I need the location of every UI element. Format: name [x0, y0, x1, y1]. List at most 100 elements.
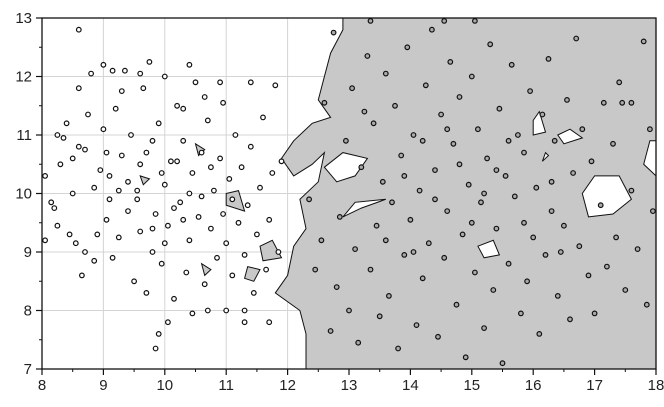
- point-s0-28: [109, 254, 116, 261]
- point-s0-55: [183, 269, 190, 276]
- point-s0-14: [75, 85, 82, 92]
- point-s1-103: [628, 99, 635, 106]
- point-s1-75: [551, 137, 558, 144]
- point-s1-79: [567, 316, 573, 323]
- point-s1-34: [425, 240, 432, 247]
- point-s1-64: [518, 310, 524, 317]
- point-s0-89: [217, 79, 224, 86]
- point-s1-106: [432, 196, 438, 203]
- point-s1-25: [398, 152, 405, 159]
- point-s0-51: [171, 295, 177, 302]
- point-s1-96: [640, 38, 647, 45]
- point-s1-101: [472, 18, 478, 24]
- point-s0-86: [272, 82, 279, 89]
- point-s0-17: [82, 146, 88, 153]
- point-s0-30: [115, 234, 122, 241]
- point-s0-115: [115, 187, 122, 194]
- point-s0-15: [78, 272, 85, 279]
- point-s0-25: [103, 216, 110, 223]
- point-s0-104: [201, 94, 208, 100]
- point-s0-87: [247, 79, 254, 86]
- x-tick-label-8: 16: [525, 377, 542, 394]
- point-s0-69: [226, 175, 233, 182]
- point-s0-97: [266, 319, 273, 326]
- point-s0-103: [180, 105, 187, 112]
- point-s1-22: [389, 199, 395, 206]
- point-s1-0: [306, 196, 313, 203]
- point-s0-9: [66, 231, 73, 238]
- point-s0-61: [201, 281, 208, 288]
- point-s1-114: [382, 237, 389, 244]
- point-s1-97: [643, 301, 650, 308]
- data-points: [42, 18, 656, 367]
- point-s1-8: [343, 137, 349, 144]
- point-s1-18: [376, 313, 383, 320]
- point-s1-44: [456, 94, 463, 100]
- point-s0-71: [232, 132, 239, 138]
- point-s0-6: [57, 161, 64, 168]
- point-s1-84: [585, 272, 592, 279]
- point-s0-80: [260, 114, 266, 121]
- y-tick-label-5: 12: [15, 69, 32, 86]
- point-s0-108: [161, 240, 168, 247]
- point-s0-62: [204, 117, 211, 124]
- point-s1-40: [444, 208, 451, 215]
- point-s0-56: [186, 237, 193, 244]
- region-island-2: [581, 175, 633, 218]
- point-s1-14: [364, 53, 371, 59]
- point-s1-74: [548, 208, 555, 215]
- point-s1-10: [349, 85, 356, 92]
- point-s0-44: [152, 211, 159, 217]
- point-s1-70: [536, 331, 543, 337]
- point-s1-61: [508, 61, 515, 68]
- x-tick-label-0: 8: [38, 377, 46, 394]
- point-s1-69: [533, 184, 540, 191]
- point-s0-49: [164, 222, 171, 229]
- y-tick-label-1: 8: [24, 303, 32, 320]
- point-s1-119: [521, 219, 527, 226]
- point-s1-83: [579, 126, 586, 133]
- point-s1-58: [499, 360, 506, 367]
- point-s1-5: [330, 29, 337, 36]
- region-island-1: [342, 198, 386, 218]
- point-s0-109: [171, 205, 177, 212]
- x-tick-label-5: 13: [341, 377, 358, 394]
- point-s0-18: [85, 111, 91, 118]
- point-s0-117: [91, 184, 98, 191]
- point-s1-71: [539, 111, 546, 118]
- point-s0-34: [128, 132, 134, 138]
- point-s0-5: [54, 132, 61, 138]
- y-tick-label-6: 13: [15, 10, 32, 27]
- point-s1-85: [588, 158, 595, 165]
- point-s0-53: [177, 199, 184, 206]
- point-s0-121: [149, 225, 156, 232]
- point-s1-50: [475, 126, 481, 133]
- point-s1-39: [441, 254, 448, 261]
- point-s0-3: [51, 205, 58, 212]
- point-s0-38: [137, 161, 144, 168]
- point-s0-58: [192, 79, 199, 86]
- point-s0-73: [238, 164, 245, 171]
- point-s1-54: [487, 41, 494, 48]
- point-s0-33: [125, 208, 131, 215]
- point-s0-10: [69, 190, 76, 197]
- point-s0-45: [155, 120, 162, 127]
- point-s1-100: [367, 18, 374, 24]
- x-tick-label-7: 15: [463, 377, 480, 394]
- point-s1-87: [597, 202, 604, 209]
- point-s0-12: [72, 240, 79, 247]
- point-s0-63: [207, 225, 214, 232]
- point-s0-102: [137, 70, 144, 77]
- point-s0-79: [257, 184, 263, 191]
- point-s0-39: [140, 85, 147, 92]
- point-s1-3: [321, 99, 328, 106]
- point-s0-65: [214, 254, 220, 261]
- point-s0-48: [161, 73, 168, 80]
- y-tick-label-3: 10: [15, 186, 32, 203]
- x-tick-label-3: 11: [218, 377, 234, 394]
- point-s0-92: [164, 319, 171, 326]
- point-s0-43: [149, 137, 156, 144]
- point-s0-95: [223, 307, 230, 314]
- point-s1-105: [419, 137, 426, 144]
- point-s0-7: [60, 134, 67, 141]
